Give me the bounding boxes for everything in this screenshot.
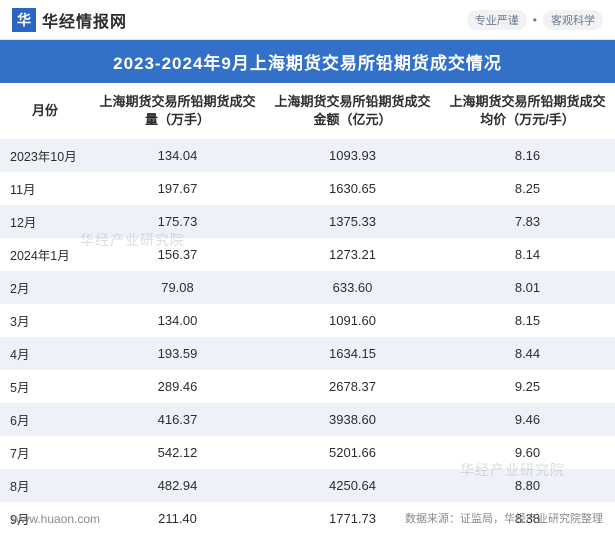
table-row: 2月79.08633.608.01 [0, 271, 615, 304]
cell-amount: 1093.93 [265, 139, 440, 172]
cell-volume: 542.12 [90, 436, 265, 469]
cell-volume: 482.94 [90, 469, 265, 502]
source-url: www.huaon.com [12, 512, 100, 526]
cell-amount: 4250.64 [265, 469, 440, 502]
cell-amount: 1630.65 [265, 172, 440, 205]
cell-month: 7月 [0, 436, 90, 469]
cell-avg: 8.44 [440, 337, 615, 370]
cell-month: 4月 [0, 337, 90, 370]
cell-amount: 633.60 [265, 271, 440, 304]
table-row: 5月289.462678.379.25 [0, 370, 615, 403]
cell-month: 2024年1月 [0, 238, 90, 271]
logo-icon: 华 [12, 8, 36, 32]
site-name: 华经情报网 [42, 8, 127, 32]
cell-avg: 8.16 [440, 139, 615, 172]
cell-avg: 8.14 [440, 238, 615, 271]
cell-volume: 79.08 [90, 271, 265, 304]
data-table: 月份 上海期货交易所铅期货成交量（万手） 上海期货交易所铅期货成交金额（亿元） … [0, 83, 615, 535]
cell-amount: 3938.60 [265, 403, 440, 436]
cell-volume: 134.00 [90, 304, 265, 337]
cell-amount: 5201.66 [265, 436, 440, 469]
col-header-month: 月份 [0, 83, 90, 139]
cell-month: 6月 [0, 403, 90, 436]
cell-volume: 289.46 [90, 370, 265, 403]
table-row: 7月542.125201.669.60 [0, 436, 615, 469]
table-container: 月份 上海期货交易所铅期货成交量（万手） 上海期货交易所铅期货成交金额（亿元） … [0, 83, 615, 535]
cell-month: 2023年10月 [0, 139, 90, 172]
cell-month: 3月 [0, 304, 90, 337]
header-right: 专业严谨 • 客观科学 [467, 10, 603, 30]
table-row: 2023年10月134.041093.938.16 [0, 139, 615, 172]
cell-amount: 1375.33 [265, 205, 440, 238]
cell-month: 2月 [0, 271, 90, 304]
cell-month: 11月 [0, 172, 90, 205]
attribution: 数据来源：证监局，华经产业研究院整理 [405, 510, 603, 526]
table-row: 4月193.591634.158.44 [0, 337, 615, 370]
cell-amount: 1634.15 [265, 337, 440, 370]
col-header-avg: 上海期货交易所铅期货成交均价（万元/手） [440, 83, 615, 139]
header-dot: • [533, 13, 537, 27]
cell-month: 5月 [0, 370, 90, 403]
header-tag-2: 客观科学 [543, 10, 603, 30]
table-row: 3月134.001091.608.15 [0, 304, 615, 337]
cell-avg: 9.46 [440, 403, 615, 436]
cell-amount: 1091.60 [265, 304, 440, 337]
cell-month: 12月 [0, 205, 90, 238]
cell-month: 8月 [0, 469, 90, 502]
cell-volume: 416.37 [90, 403, 265, 436]
cell-volume: 156.37 [90, 238, 265, 271]
table-row: 8月482.944250.648.80 [0, 469, 615, 502]
cell-avg: 8.25 [440, 172, 615, 205]
cell-volume: 134.04 [90, 139, 265, 172]
table-header-row: 月份 上海期货交易所铅期货成交量（万手） 上海期货交易所铅期货成交金额（亿元） … [0, 83, 615, 139]
header-left: 华 华经情报网 [12, 8, 127, 32]
cell-avg: 7.83 [440, 205, 615, 238]
cell-volume: 193.59 [90, 337, 265, 370]
table-title: 2023-2024年9月上海期货交易所铅期货成交情况 [0, 40, 615, 83]
table-row: 11月197.671630.658.25 [0, 172, 615, 205]
col-header-volume: 上海期货交易所铅期货成交量（万手） [90, 83, 265, 139]
footer: www.huaon.com 数据来源：证监局，华经产业研究院整理 [0, 510, 615, 526]
cell-avg: 9.60 [440, 436, 615, 469]
cell-avg: 8.01 [440, 271, 615, 304]
cell-volume: 175.73 [90, 205, 265, 238]
cell-avg: 8.15 [440, 304, 615, 337]
table-row: 6月416.373938.609.46 [0, 403, 615, 436]
header-bar: 华 华经情报网 专业严谨 • 客观科学 [0, 0, 615, 40]
table-row: 12月175.731375.337.83 [0, 205, 615, 238]
cell-amount: 1273.21 [265, 238, 440, 271]
cell-amount: 2678.37 [265, 370, 440, 403]
cell-avg: 9.25 [440, 370, 615, 403]
cell-avg: 8.80 [440, 469, 615, 502]
header-tag-1: 专业严谨 [467, 10, 527, 30]
table-row: 2024年1月156.371273.218.14 [0, 238, 615, 271]
col-header-amount: 上海期货交易所铅期货成交金额（亿元） [265, 83, 440, 139]
cell-volume: 197.67 [90, 172, 265, 205]
